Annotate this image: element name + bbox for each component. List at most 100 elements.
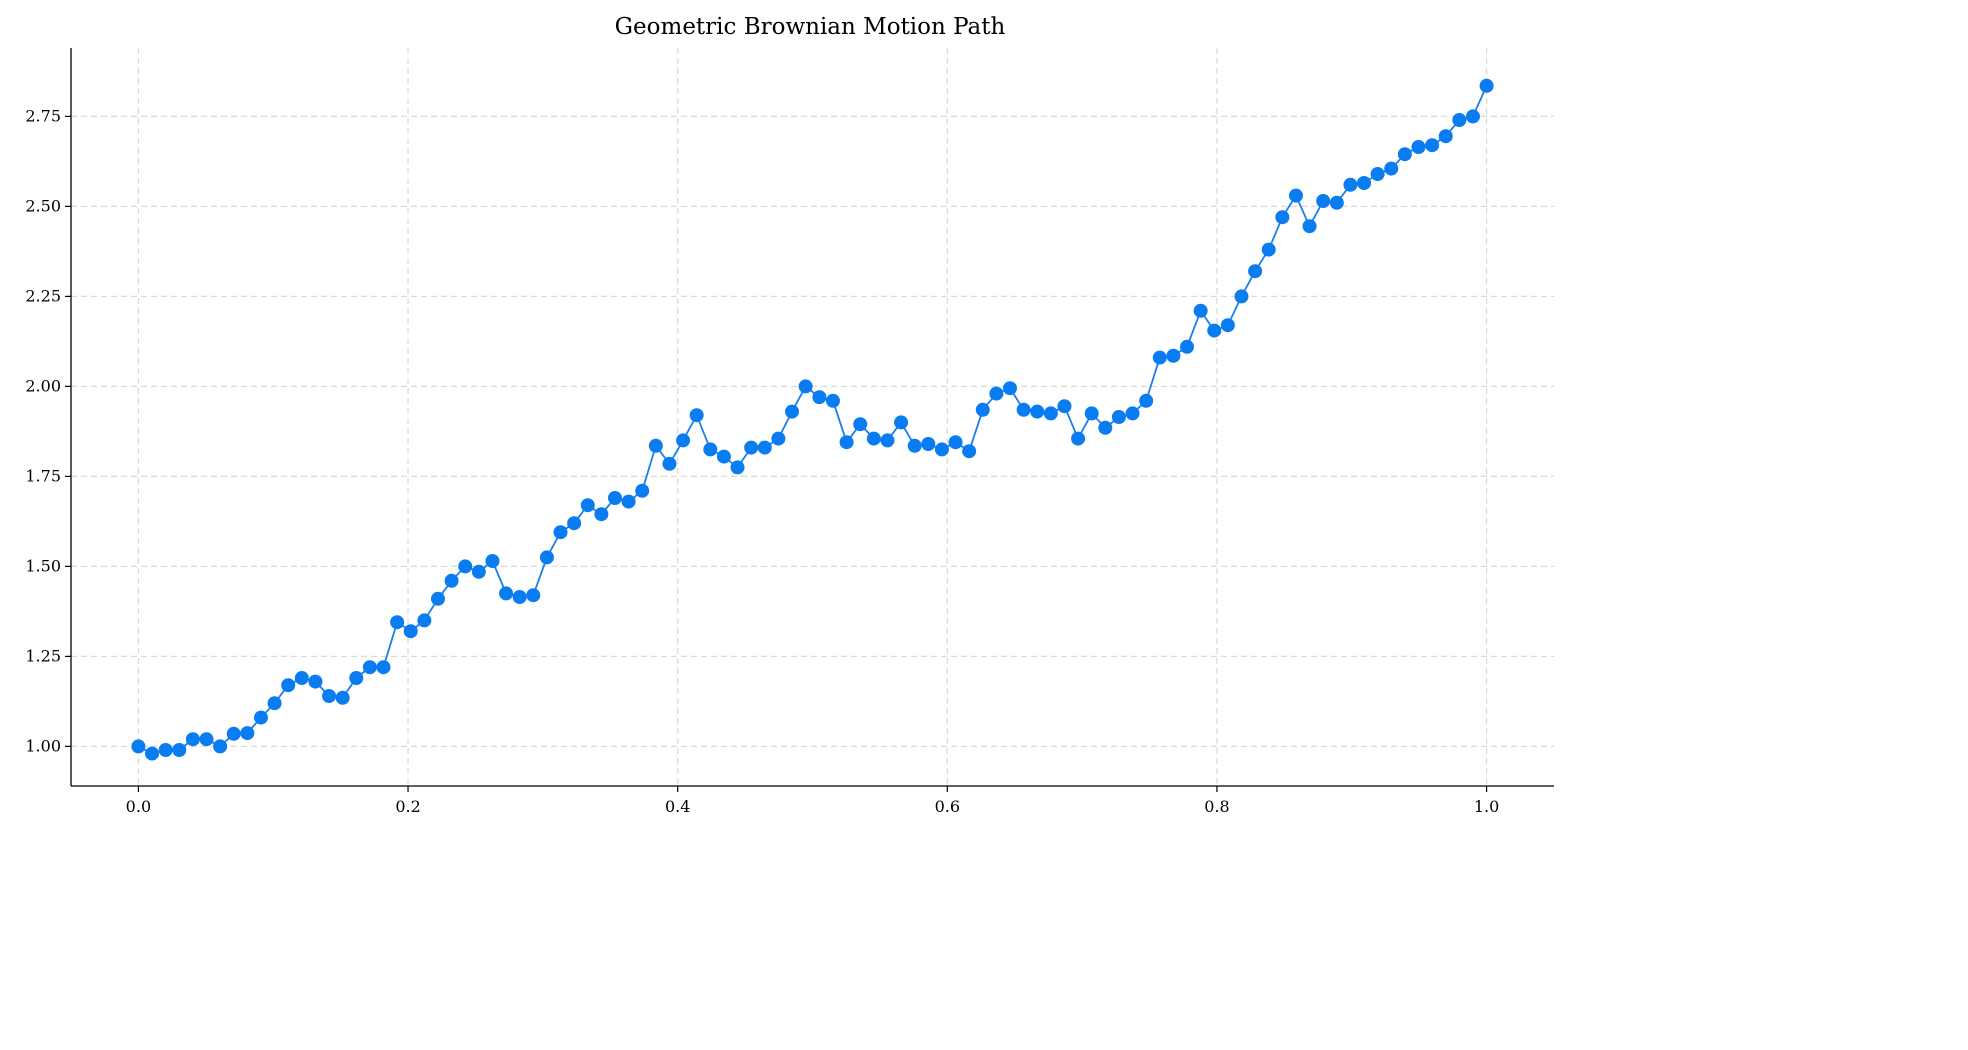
data-point [567,516,582,531]
data-point [1180,339,1195,354]
data-point [253,710,268,725]
series-line [137,85,1488,755]
x-tick-label: 0.4 [665,797,690,816]
data-point [594,507,609,522]
data-point [757,440,772,455]
data-point [1248,264,1263,279]
data-point [267,696,282,711]
data-point [1288,188,1303,203]
data-point [648,438,663,453]
data-point [866,431,881,446]
data-point [975,402,990,417]
y-tick-label: 2.00 [25,376,61,395]
data-point [213,739,228,754]
data-point [1057,399,1072,414]
data-point [962,444,977,459]
data-point [1166,348,1181,363]
data-point [485,554,500,568]
data-point [281,678,296,693]
x-tick-label: 0.6 [935,797,960,816]
data-point [308,674,323,689]
data-point [1098,420,1113,435]
data-point [812,390,827,405]
data-point [1343,177,1358,192]
data-point [1030,404,1045,419]
data-point [526,588,541,603]
data-point [1302,219,1317,234]
data-point [1316,194,1331,208]
data-point [1384,161,1399,176]
chart: Geometric Brownian Motion Path 0.0 0.2 0.4… [25,14,1554,816]
data-point [1234,289,1249,304]
data-point [676,433,691,448]
data-point [539,550,554,565]
data-point [907,438,922,453]
data-point [635,483,650,498]
data-point [403,624,418,639]
data-point [185,732,200,747]
tick-marks: 0.0 0.2 0.4 0.6 0.8 1.0 1.00 1.25 1.50 1.75 2.00 2.… [25,106,1499,816]
data-point [1207,323,1222,338]
data-point [839,435,854,450]
y-tick-label: 1.00 [25,736,61,755]
data-point [607,491,622,505]
data-point [240,726,255,741]
data-point [172,743,187,757]
data-point [948,435,963,450]
y-tick-label: 1.25 [25,646,61,665]
data-point [771,431,786,446]
x-tick-label: 0.8 [1204,797,1229,816]
data-point [1016,402,1031,417]
data-point [1438,129,1453,144]
data-point [1071,431,1086,446]
x-tick-label: 0.0 [126,797,151,816]
data-point [349,671,364,685]
data-point [1370,167,1385,181]
data-point [1152,350,1167,365]
data-point [458,559,473,574]
data-point [1275,210,1290,225]
data-point [894,415,909,430]
data-point [1084,406,1099,421]
data-point [744,440,759,455]
y-tick-label: 1.50 [25,556,61,575]
data-point [471,564,486,579]
data-point [376,660,391,675]
data-point [512,590,527,604]
y-tick-label: 2.75 [25,106,61,125]
y-tick-label: 1.75 [25,466,61,485]
data-point [785,404,800,419]
data-point [322,689,337,703]
grid-lines [71,48,1554,786]
data-point [553,525,568,540]
data-point [335,690,350,705]
data-point [662,456,677,471]
data-point [880,433,895,448]
x-tick-label: 1.0 [1474,797,1499,816]
data-point [499,586,514,601]
x-tick-label: 0.2 [395,797,420,816]
data-point [226,726,241,741]
y-tick-label: 2.50 [25,196,61,215]
data-point [430,591,445,606]
data-point [145,746,160,761]
data-point [1193,303,1208,318]
data-point [921,437,936,451]
data-point [1220,318,1235,333]
data-point [362,660,377,675]
data-point [580,498,595,513]
data-point [853,417,868,432]
data-point [444,573,459,588]
data-point [730,460,745,475]
data-point [1003,381,1018,396]
data-point [689,408,704,423]
data-point [417,613,432,628]
data-point [716,449,731,464]
data-point [1125,406,1140,421]
data-point [1043,406,1058,421]
data-point [158,743,173,757]
data-point [1411,140,1426,154]
data-point [934,442,949,457]
data-point [1329,195,1344,210]
data-point [1425,138,1440,153]
